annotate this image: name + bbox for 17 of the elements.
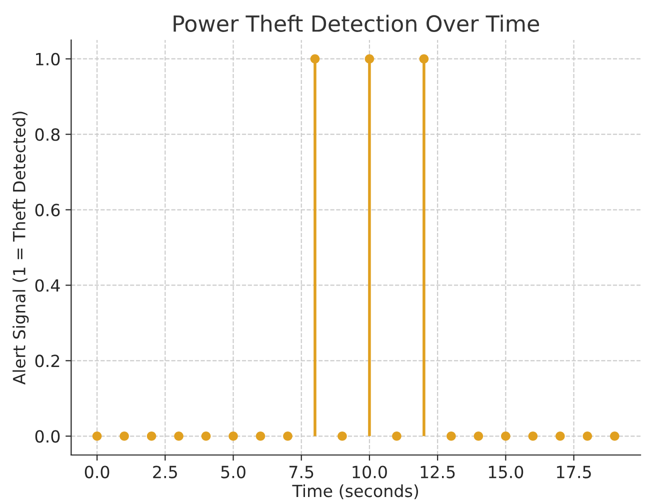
y-tick-label: 0.6 xyxy=(35,204,60,216)
x-tick-label: 17.5 xyxy=(557,466,591,478)
x-tick-label: 7.5 xyxy=(289,466,314,478)
y-axis-title: Alert Signal (1 = Theft Detected) xyxy=(12,112,29,385)
x-tick-label: 15.0 xyxy=(488,466,524,478)
x-tick-label: 0.0 xyxy=(84,466,110,478)
x-tick-label: 5.0 xyxy=(221,466,246,478)
chart-title: Power Theft Detection Over Time xyxy=(174,14,540,32)
x-axis-title: Time (seconds) xyxy=(292,484,418,500)
x-tick-label: 2.5 xyxy=(153,466,177,478)
x-tick-label: 10.0 xyxy=(352,466,387,478)
x-tick-label: 12.5 xyxy=(420,466,455,478)
y-tick-label: 0.8 xyxy=(35,128,60,141)
y-tick-label: 1.0 xyxy=(36,52,60,66)
y-tick-label: 0.0 xyxy=(35,430,60,443)
y-tick-label: 0.2 xyxy=(35,354,60,368)
y-tick-label: 0.4 xyxy=(35,279,60,292)
